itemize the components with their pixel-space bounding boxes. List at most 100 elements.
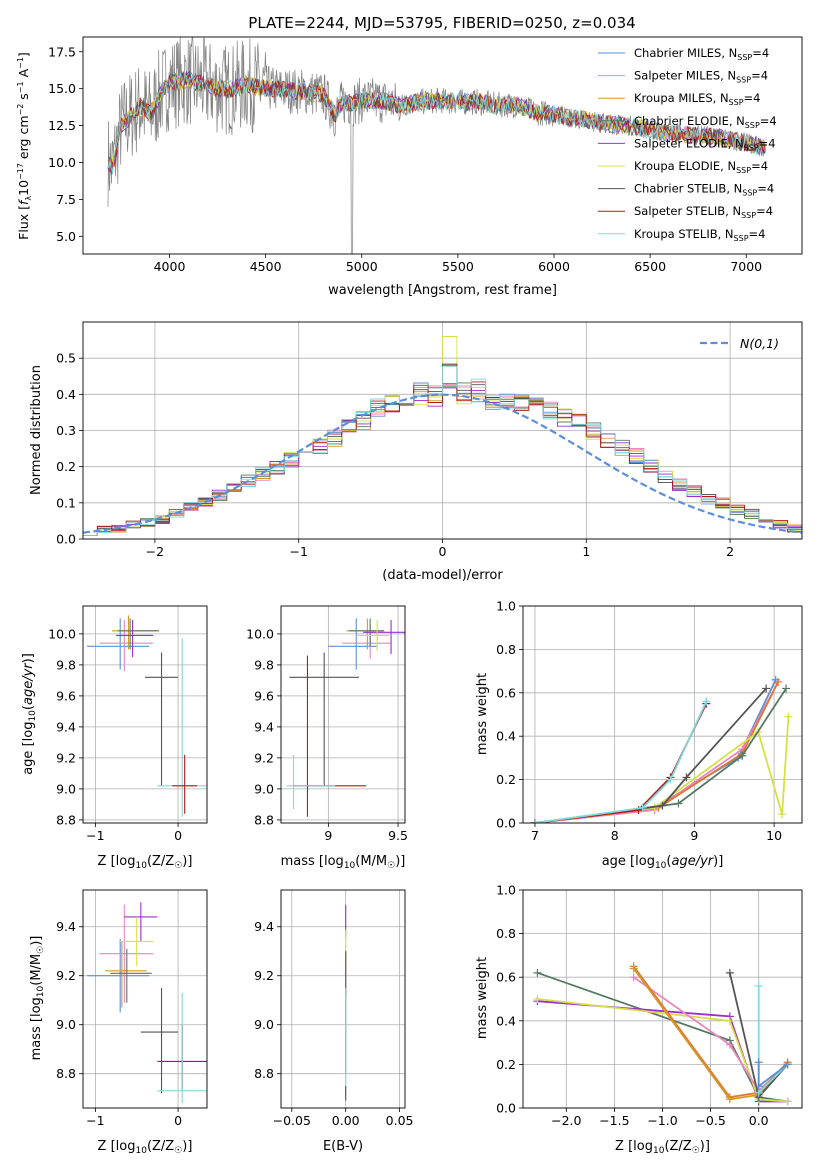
legend-entry: Kroupa MILES, NSSP=4 bbox=[634, 91, 760, 107]
y-tick-label: 10.0 bbox=[48, 626, 76, 641]
y-tick-label: 5.0 bbox=[56, 229, 76, 244]
y-tick-label: 8.8 bbox=[254, 812, 274, 827]
y-tick-label: 0.3 bbox=[56, 423, 76, 438]
weight-marker bbox=[762, 684, 771, 693]
x-axis-label: Z [log10(Z/Z☉)] bbox=[98, 854, 193, 871]
weight-marker bbox=[778, 810, 787, 819]
x-tick-label: 10 bbox=[766, 828, 782, 843]
weight-marker bbox=[784, 712, 793, 721]
model-series-line bbox=[107, 70, 766, 175]
plot-area bbox=[83, 336, 802, 539]
y-tick-label: 0.4 bbox=[496, 1013, 516, 1028]
weight-marker bbox=[629, 964, 638, 973]
y-axis-label: Normed distribution bbox=[29, 365, 44, 495]
weight-line bbox=[537, 998, 788, 1103]
weight-marker bbox=[629, 973, 638, 982]
x-axis-label: (data-model)/error bbox=[382, 568, 503, 583]
y-tick-label: 1.0 bbox=[496, 599, 516, 614]
weight-marker bbox=[725, 1095, 734, 1104]
x-tick-label: −0.5 bbox=[695, 1113, 725, 1128]
axes-frame bbox=[280, 605, 406, 824]
y-tick-label: 9.0 bbox=[254, 1017, 274, 1032]
weight-marker bbox=[674, 799, 683, 808]
plot-area bbox=[533, 962, 792, 1106]
y-axis-label: Flux [fλ10−17 erg cm−2 s−1 A−1] bbox=[16, 52, 33, 240]
legend-entry: Kroupa ELODIE, NSSP=4 bbox=[634, 159, 768, 175]
weight-marker bbox=[530, 819, 539, 823]
x-tick-label: 0.00 bbox=[332, 1113, 360, 1128]
y-tick-label: 0.4 bbox=[496, 729, 516, 744]
x-tick-label: 0 bbox=[439, 544, 447, 559]
y-tick-label: 12.5 bbox=[48, 118, 76, 133]
panel-spectrum: 4000 4500 5000 5500 6000 6500 7000 5.0 7.5 10.0 12… bbox=[16, 36, 803, 298]
y-tick-label: 17.5 bbox=[48, 44, 76, 59]
x-tick-label: 9 bbox=[690, 828, 698, 843]
x-tick-label: −1.5 bbox=[599, 1113, 629, 1128]
x-tick-label: 9.5 bbox=[388, 828, 408, 843]
weight-marker bbox=[725, 1040, 734, 1049]
panel-residuals: −2 −1 0 1 2 0.0 0.1 0.2 0.3 0.4 0.5 N(0,1) (data-mod… bbox=[29, 321, 803, 583]
y-tick-label: 0.6 bbox=[496, 685, 516, 700]
axes-frame bbox=[522, 889, 803, 1109]
weight-marker bbox=[738, 751, 747, 760]
weight-marker bbox=[702, 697, 711, 706]
plot-area bbox=[286, 618, 405, 817]
x-tick-label: 0 bbox=[174, 828, 182, 843]
axes-frame bbox=[82, 605, 208, 824]
gaussian-curve bbox=[83, 393, 802, 534]
legend: Chabrier MILES, NSSP=4 Salpeter MILES, NS… bbox=[598, 46, 777, 243]
histogram-step bbox=[83, 365, 802, 539]
y-tick-label: 0.2 bbox=[496, 1057, 516, 1072]
y-tick-label: 0.0 bbox=[496, 1101, 516, 1116]
weight-marker bbox=[783, 1060, 792, 1069]
x-tick-label: 5500 bbox=[442, 259, 474, 274]
y-tick-label: 9.4 bbox=[254, 919, 274, 934]
weight-marker bbox=[725, 968, 734, 977]
y-tick-label: 9.8 bbox=[56, 657, 76, 672]
y-tick-label: 8.8 bbox=[56, 812, 76, 827]
x-tick-label: −1 bbox=[86, 828, 104, 843]
weight-marker bbox=[666, 775, 675, 784]
y-tick-label: 10.0 bbox=[48, 155, 76, 170]
y-tick-label: 9.4 bbox=[254, 719, 274, 734]
x-tick-label: 7 bbox=[531, 828, 539, 843]
model-series-line bbox=[107, 72, 766, 174]
x-axis-label: Z [log10(Z/Z☉)] bbox=[615, 1139, 710, 1156]
axes-frame bbox=[82, 36, 803, 255]
plot-area bbox=[87, 902, 207, 1104]
y-tick-label: 0.2 bbox=[496, 772, 516, 787]
x-tick-label: −2 bbox=[146, 544, 164, 559]
y-tick-label: 0.6 bbox=[496, 970, 516, 985]
plot-area bbox=[87, 615, 207, 817]
x-tick-label: 4000 bbox=[154, 259, 186, 274]
panel-age-vs-Z: −1 0 8.8 9.0 9.2 9.4 9.6 9.8 10.0 Z [log10(Z/Z☉)]… bbox=[21, 605, 208, 871]
y-tick-label: 9.4 bbox=[56, 919, 76, 934]
y-tick-label: 9.2 bbox=[56, 968, 76, 983]
panel-mass-vs-ebv: −0.05 0.00 0.05 8.8 9.0 9.2 9.4 E(B-V) bbox=[254, 889, 414, 1154]
y-tick-label: 7.5 bbox=[56, 192, 76, 207]
figure-title: PLATE=2244, MJD=53795, FIBERID=0250, z=0… bbox=[248, 14, 635, 32]
x-tick-label: −2.0 bbox=[551, 1113, 581, 1128]
x-axis-label: E(B-V) bbox=[323, 1139, 363, 1154]
legend-entry: N(0,1) bbox=[740, 336, 779, 351]
y-tick-label: 15.0 bbox=[48, 81, 76, 96]
y-tick-label: 0.0 bbox=[56, 532, 76, 547]
panel-age-vs-mass: 9 9.5 8.8 9.0 9.2 9.4 9.6 9.8 10.0 mass [log10(M/… bbox=[246, 605, 408, 871]
weight-marker bbox=[754, 1082, 763, 1091]
y-tick-label: 0.2 bbox=[56, 459, 76, 474]
y-tick-label: 0.5 bbox=[56, 351, 76, 366]
x-tick-label: 7000 bbox=[730, 259, 762, 274]
weight-marker bbox=[533, 968, 542, 977]
x-tick-label: 0 bbox=[174, 1113, 182, 1128]
x-tick-label: 2 bbox=[726, 544, 734, 559]
axes-frame bbox=[280, 889, 406, 1109]
weight-marker bbox=[638, 803, 647, 812]
x-axis-label: Z [log10(Z/Z☉)] bbox=[98, 1139, 193, 1156]
x-tick-label: 9 bbox=[324, 828, 332, 843]
weight-marker bbox=[754, 1058, 763, 1067]
y-tick-label: 9.0 bbox=[56, 1017, 76, 1032]
x-tick-label: 0.05 bbox=[386, 1113, 414, 1128]
panel-weight-vs-age: 7 8 9 10 0.0 0.2 0.4 0.6 0.8 1.0 age [log10(age/yr… bbox=[475, 599, 803, 871]
legend-entry: Salpeter ELODIE, NSSP=4 bbox=[634, 136, 776, 152]
y-tick-label: 0.8 bbox=[496, 926, 516, 941]
